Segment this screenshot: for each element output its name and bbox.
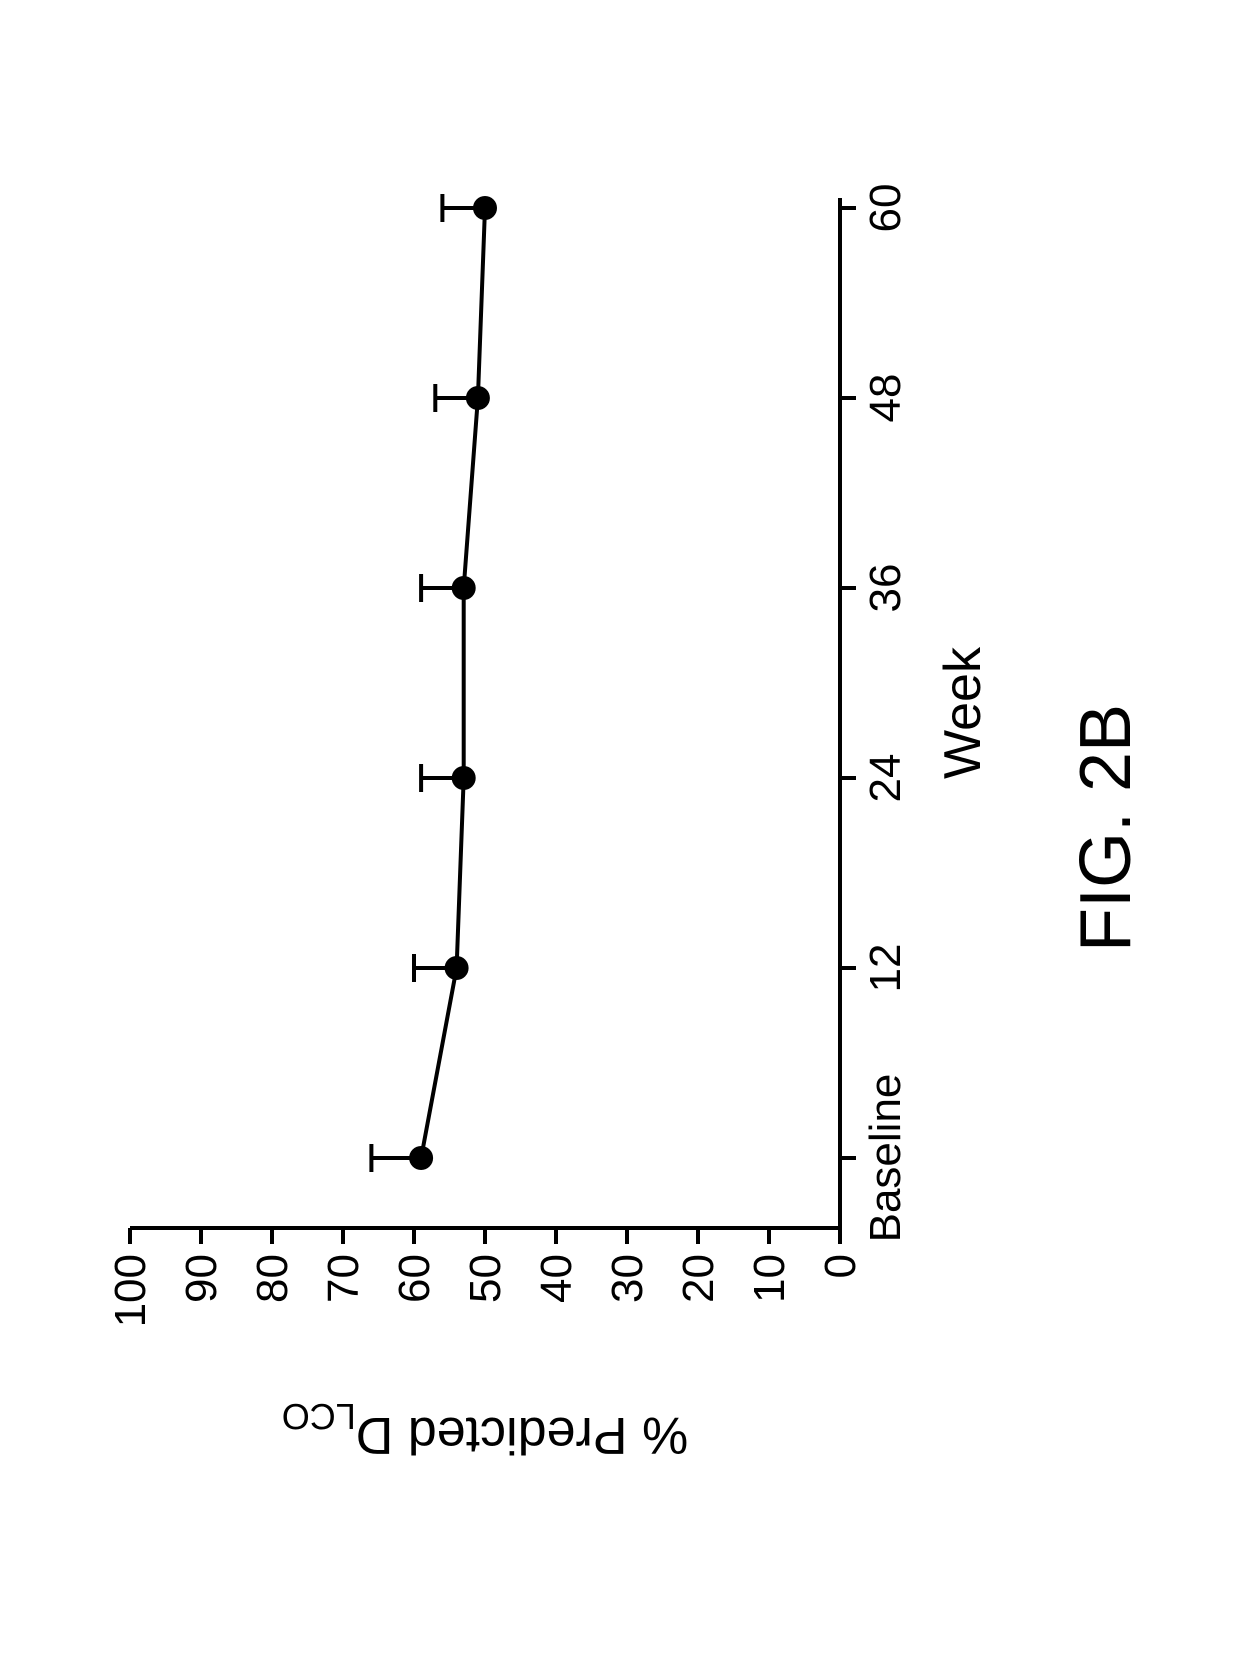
x-tick-label: 24 <box>861 754 910 803</box>
y-tick-label: 80 <box>248 1254 297 1303</box>
data-point <box>452 766 476 790</box>
y-tick-label: 20 <box>674 1254 723 1303</box>
y-tick-label: 70 <box>319 1254 368 1303</box>
x-tick-label: Baseline <box>861 1074 910 1243</box>
data-point <box>473 196 497 220</box>
x-tick-label: 12 <box>861 944 910 993</box>
y-tick-label: 10 <box>745 1254 794 1303</box>
chart-background <box>70 108 1170 1548</box>
x-tick-label: 60 <box>861 184 910 233</box>
data-point <box>445 956 469 980</box>
y-tick-label: 90 <box>177 1254 226 1303</box>
y-tick-label: 60 <box>390 1254 439 1303</box>
data-point <box>452 576 476 600</box>
y-tick-label: 50 <box>461 1254 510 1303</box>
chart-svg: 0 10 20 30 40 50 60 70 80 90 100 Baseline 12 24 36 48 60… <box>70 108 1170 1548</box>
page: 0 10 20 30 40 50 60 70 80 90 100 Baseline 12 24 36 48 60… <box>0 0 1240 1656</box>
y-tick-label: 100 <box>106 1254 155 1327</box>
x-axis-label: Week <box>934 646 992 779</box>
y-tick-label: 30 <box>603 1254 652 1303</box>
y-tick-label: 0 <box>816 1254 865 1278</box>
data-point <box>466 386 490 410</box>
data-point <box>409 1146 433 1170</box>
figure-caption: FIG. 2B <box>1066 704 1146 952</box>
x-tick-label: 48 <box>861 374 910 423</box>
y-tick-label: 40 <box>532 1254 581 1303</box>
x-tick-label: 36 <box>861 564 910 613</box>
chart-container: 0 10 20 30 40 50 60 70 80 90 100 Baseline 12 24 36 48 60… <box>70 108 1170 1548</box>
